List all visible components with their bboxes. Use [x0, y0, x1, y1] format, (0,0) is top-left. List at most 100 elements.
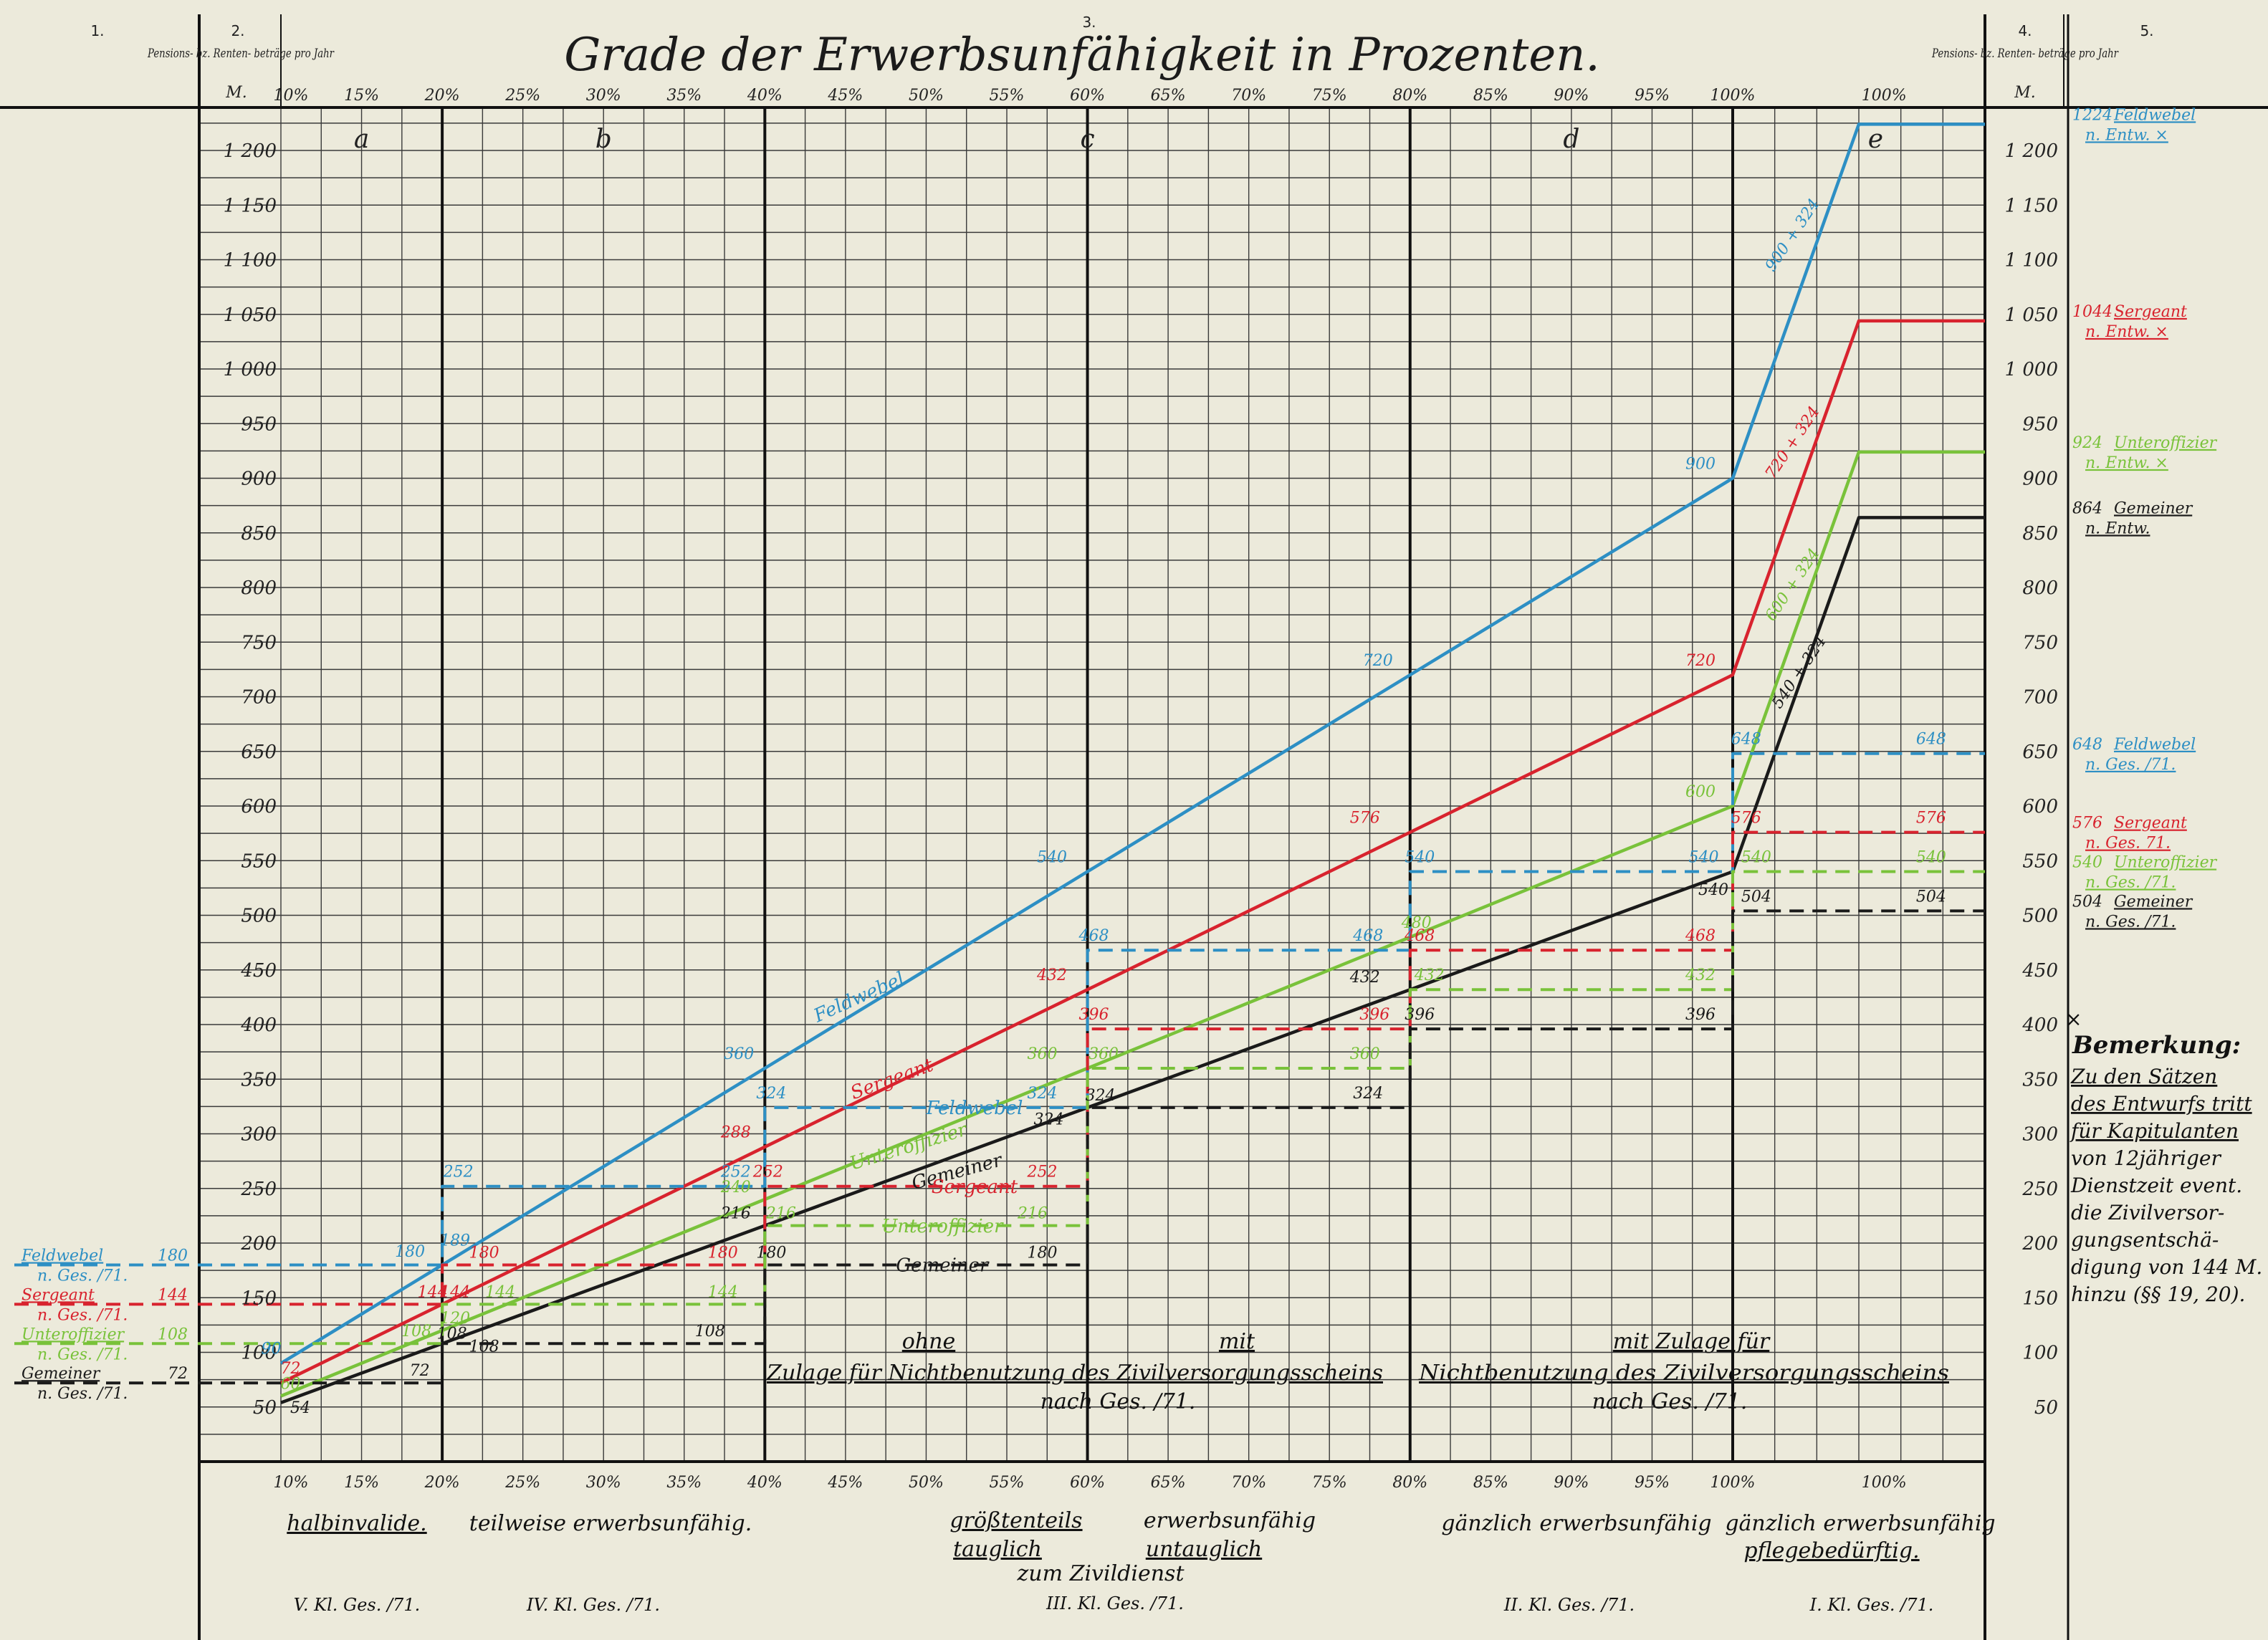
top-pct-label: 25%	[504, 87, 540, 105]
bottom-pct-label: 25%	[504, 1474, 540, 1492]
note-marker: ×	[2065, 1007, 2082, 1031]
y-tick-label-right: 750	[2022, 632, 2058, 653]
right-legend-value-unteroffizier: 924	[2072, 434, 2102, 452]
column-number-4: 4.	[2018, 22, 2032, 39]
y-tick-label-right: 200	[2021, 1233, 2058, 1255]
y-tick-label-left: 650	[241, 742, 277, 763]
value-label-gemeiner: 432	[1349, 969, 1380, 987]
note-line: Zu den Sätzen	[2070, 1065, 2217, 1088]
value-label-unteroffizier: 360	[1088, 1045, 1119, 1063]
y-tick-label-right: 700	[2022, 687, 2058, 709]
top-pct-label: 10%	[274, 87, 309, 105]
y-tick-label-right: 950	[2022, 413, 2058, 435]
left-legend-name-feldwebel: Feldwebel	[21, 1247, 103, 1265]
zone-label-e: e	[1868, 125, 1883, 154]
bottom-pct-label: 45%	[827, 1474, 863, 1492]
class-2: II. Kl. Ges. /71.	[1503, 1595, 1635, 1615]
value-label-feldwebel: 324	[756, 1085, 786, 1103]
bottom-pct-label: 60%	[1070, 1474, 1105, 1492]
value-label-feldwebel: 180	[395, 1243, 425, 1261]
note-line: hinzu (§§ 19, 20).	[2071, 1282, 2245, 1306]
value-label-gemeiner: 180	[756, 1244, 786, 1262]
top-pct-label: 65%	[1151, 87, 1186, 105]
bottom-pct-label: 50%	[909, 1474, 944, 1492]
bottom-pct-label: 65%	[1151, 1474, 1186, 1492]
value-label-unteroffizier: 432	[1685, 967, 1716, 984]
left-legend-name-sergeant: Sergeant	[21, 1286, 95, 1304]
top-pct-label: 100%	[1862, 87, 1907, 105]
zone-label-c: c	[1080, 125, 1094, 154]
value-label-feldwebel: 648	[1916, 731, 1946, 749]
right-legend-sub-sergeant: n. Ges. 71.	[2085, 835, 2171, 853]
y-tick-label-right: 450	[2021, 960, 2058, 982]
value-label-gemeiner: 216	[720, 1205, 751, 1223]
mit-zulage-sub: nach Ges. /71.	[1592, 1389, 1748, 1414]
right-legend-value-feldwebel: 1224	[2072, 106, 2113, 124]
left-legend-sub-sergeant: n. Ges. /71.	[37, 1306, 128, 1324]
frame	[0, 14, 2268, 1640]
y-tick-label-left: 600	[241, 796, 277, 817]
right-legend-name-unteroffizier: Unteroffizier	[2114, 854, 2218, 872]
y-tick-label-left: 950	[241, 413, 277, 435]
left-header: Pensions- bz. Renten- beträge pro Jahr	[147, 47, 334, 61]
right-legend-name-unteroffizier: Unteroffizier	[2114, 434, 2218, 452]
note-line: gungsentschä-	[2071, 1228, 2219, 1252]
value-label-sergeant: 468	[1404, 927, 1435, 945]
cat-gaenzlich: gänzlich erwerbsunfähig	[1441, 1511, 1711, 1536]
value-label-sergeant: 180	[708, 1244, 738, 1262]
y-tick-label-right: 850	[2022, 523, 2058, 545]
y-tick-label-left: 450	[240, 960, 277, 982]
series-unteroffizier-solid	[280, 450, 1985, 1398]
note-line: die Zivilversor-	[2071, 1201, 2224, 1224]
zone-label-b: b	[595, 125, 612, 154]
top-pct-label: 85%	[1473, 87, 1508, 105]
series-label-gemeiner: Gemeiner	[896, 1255, 990, 1277]
ohne-sub: nach Ges. /71.	[1040, 1389, 1196, 1414]
value-label-sergeant: 288	[720, 1124, 751, 1142]
zone-label-d: d	[1563, 125, 1579, 154]
value-label-unteroffizier: 600	[1685, 783, 1716, 801]
value-label-sergeant: 468	[1685, 927, 1716, 945]
value-label-unteroffizier: 108	[401, 1323, 431, 1341]
value-label-gemeiner: 396	[1685, 1006, 1716, 1024]
y-tick-label-right: 100	[2022, 1343, 2058, 1364]
value-label-feldwebel: 900	[1685, 455, 1716, 473]
y-tick-label-left: 1 050	[224, 304, 277, 326]
series-gemeiner-dashed	[14, 909, 1985, 1385]
value-label-feldwebel: 324	[1028, 1085, 1058, 1103]
top-pct-label: 50%	[909, 87, 944, 105]
bottom-pct-label: 95%	[1635, 1474, 1670, 1492]
value-label-unteroffizier: 480	[1401, 914, 1432, 932]
bottom-pct-label: 85%	[1473, 1474, 1508, 1492]
left-legend-sub-feldwebel: n. Ges. /71.	[37, 1267, 128, 1285]
note-line: für Kapitulanten	[2070, 1119, 2239, 1143]
note-title: Bemerkung:	[2072, 1031, 2241, 1060]
value-label-unteroffizier: 540	[1916, 848, 1946, 866]
value-label-sergeant: 144	[418, 1283, 448, 1301]
y-tick-label-right: 50	[2034, 1397, 2058, 1419]
column-number-2: 2.	[231, 22, 244, 39]
top-pct-label: 95%	[1635, 87, 1670, 105]
bottom-pct-label: 100%	[1710, 1474, 1756, 1492]
y-tick-label-left: 1 200	[224, 140, 277, 162]
right-legend-name-gemeiner: Gemeiner	[2114, 499, 2193, 517]
y-tick-label-left: 50	[253, 1397, 277, 1419]
y-tick-label-left: 250	[240, 1179, 277, 1200]
series-feldwebel-dashed	[14, 752, 1985, 1267]
bottom-pct-label: 20%	[424, 1474, 460, 1492]
right-legend-sub-unteroffizier: n. Ges. /71.	[2085, 874, 2176, 892]
cat-zivildienst: zum Zivildienst	[1016, 1561, 1185, 1586]
value-label-feldwebel: 468	[1352, 927, 1383, 945]
value-label-unteroffizier: 432	[1414, 967, 1445, 984]
y-tick-label-right: 900	[2022, 469, 2058, 490]
right-legend-sub-gemeiner: n. Entw.	[2085, 519, 2150, 537]
left-legend-value-sergeant: 144	[158, 1286, 188, 1304]
value-label-gemeiner: 324	[1353, 1085, 1383, 1103]
y-tick-label-right: 150	[2022, 1287, 2058, 1309]
value-label-unteroffizier: 540	[1741, 848, 1771, 866]
right-legend-value-sergeant: 1044	[2072, 303, 2113, 321]
right-legend-value-unteroffizier: 540	[2072, 854, 2102, 872]
left-legend-sub-gemeiner: n. Ges. /71.	[37, 1385, 128, 1403]
value-label-feldwebel: 648	[1731, 731, 1761, 749]
